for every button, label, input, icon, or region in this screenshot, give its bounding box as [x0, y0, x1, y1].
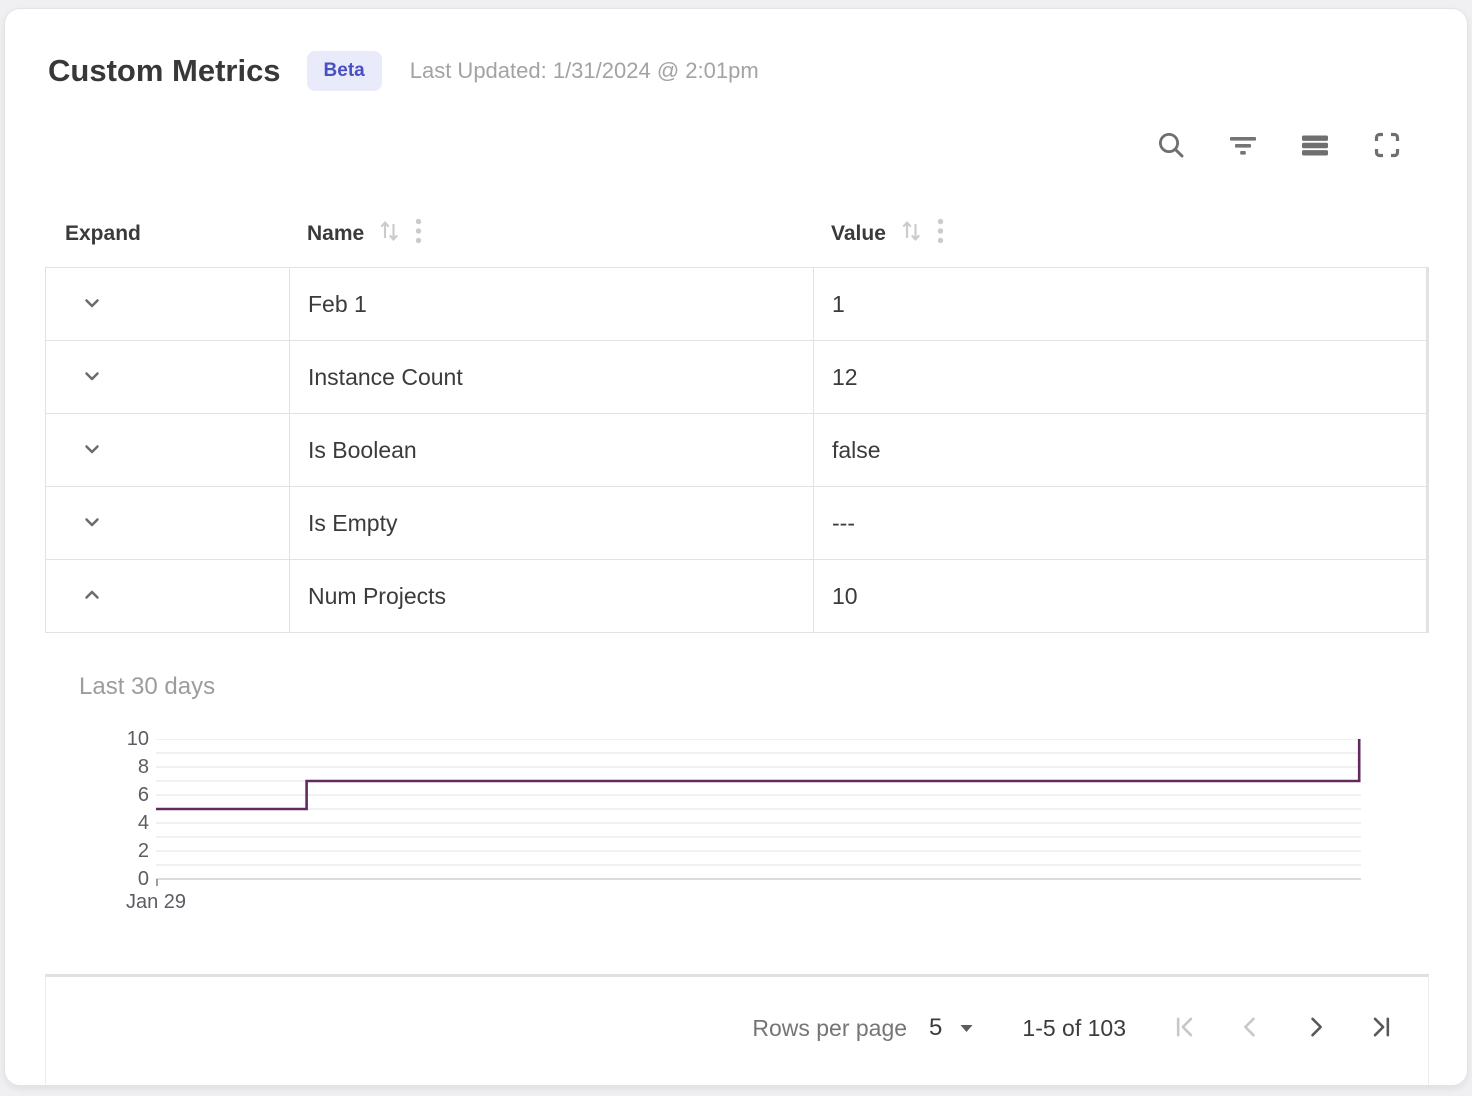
rows-per-page-label: Rows per page — [752, 1014, 908, 1041]
chevron-down-icon — [79, 290, 105, 319]
caret-down-icon — [959, 1021, 974, 1036]
custom-metrics-card: Custom Metrics Beta Last Updated: 1/31/2… — [4, 8, 1468, 1086]
table-row[interactable]: Instance Count 12 — [46, 341, 1426, 414]
filter-button[interactable] — [1227, 129, 1259, 164]
column-label: Expand — [65, 222, 141, 245]
previous-page-button[interactable] — [1236, 1013, 1264, 1044]
chart-plot — [156, 738, 1361, 892]
first-page-button[interactable] — [1170, 1013, 1198, 1044]
y-axis-tick-label: 10 — [126, 728, 149, 750]
y-axis-tick-label: 0 — [137, 868, 149, 890]
y-axis-tick-label: 4 — [137, 812, 149, 834]
table-row[interactable]: Is Empty --- — [46, 487, 1426, 560]
y-axis-tick-label: 6 — [137, 784, 149, 806]
density-icon — [1299, 129, 1331, 164]
page-title: Custom Metrics — [48, 53, 281, 88]
expand-row-button[interactable] — [77, 434, 107, 467]
y-axis-tick-label: 2 — [137, 840, 149, 862]
table-header-row: Expand Name Value — [45, 201, 1429, 267]
column-header-expand: Expand — [45, 222, 289, 246]
cell-value: false — [813, 414, 1426, 486]
chevron-up-icon — [79, 582, 105, 611]
cell-value: 1 — [813, 268, 1426, 340]
chevron-down-icon — [79, 509, 105, 538]
expand-row-button[interactable] — [77, 507, 107, 540]
column-header-value[interactable]: Value — [813, 217, 1429, 251]
last-updated-text: Last Updated: 1/31/2024 @ 2:01pm — [409, 58, 759, 83]
expand-row-button[interactable] — [77, 361, 107, 394]
chevron-down-icon — [79, 363, 105, 392]
last-page-icon — [1368, 1013, 1396, 1044]
column-menu-icon[interactable] — [414, 217, 423, 251]
column-menu-icon[interactable] — [936, 217, 945, 251]
table-toolbar — [5, 129, 1467, 163]
search-icon — [1155, 129, 1187, 164]
chart-title: Last 30 days — [79, 673, 216, 700]
table-row-expanded[interactable]: Num Projects 10 — [46, 560, 1426, 633]
header: Custom Metrics Beta Last Updated: 1/31/2… — [5, 9, 1467, 91]
rows-per-page-select[interactable]: 5 — [929, 1014, 974, 1042]
cell-name: Num Projects — [289, 560, 813, 632]
first-page-icon — [1170, 1013, 1198, 1044]
expanded-row-detail: Last 30 days 10 8 6 4 2 0 Jan 29 — [5, 633, 1467, 921]
y-axis-tick-label: 8 — [137, 756, 149, 778]
sort-icon[interactable] — [898, 218, 924, 250]
density-button[interactable] — [1299, 129, 1331, 164]
cell-value: 12 — [813, 341, 1426, 413]
beta-badge: Beta — [306, 51, 382, 91]
metric-chart: 10 8 6 4 2 0 Jan 29 — [79, 728, 1467, 921]
collapse-row-button[interactable] — [77, 580, 107, 613]
rows-per-page-value: 5 — [929, 1014, 943, 1041]
chevron-right-icon — [1302, 1013, 1330, 1044]
chevron-down-icon — [79, 436, 105, 465]
column-label: Value — [831, 222, 886, 245]
expand-row-button[interactable] — [77, 288, 107, 321]
sort-icon[interactable] — [376, 218, 402, 250]
search-button[interactable] — [1155, 129, 1187, 164]
table-row[interactable]: Feb 1 1 — [46, 268, 1426, 341]
column-label: Name — [307, 222, 365, 245]
cell-name: Is Empty — [289, 487, 813, 559]
fullscreen-button[interactable] — [1371, 129, 1403, 164]
x-axis-tick-label: Jan 29 — [125, 891, 187, 913]
cell-value: 10 — [813, 560, 1426, 632]
fullscreen-icon — [1371, 129, 1403, 164]
chevron-left-icon — [1236, 1013, 1264, 1044]
cell-name: Feb 1 — [289, 268, 813, 340]
column-header-name[interactable]: Name — [289, 217, 813, 251]
pagination-footer: Rows per page 5 1-5 of 103 — [45, 974, 1429, 1085]
filter-icon — [1227, 129, 1259, 164]
metrics-table: Expand Name Value — [45, 201, 1429, 633]
table-body: Feb 1 1 Instance Count 12 — [45, 267, 1429, 633]
cell-name: Instance Count — [289, 341, 813, 413]
last-page-button[interactable] — [1368, 1013, 1396, 1044]
pagination-controls — [1170, 1013, 1396, 1044]
pagination-range-label: 1-5 of 103 — [1022, 1014, 1126, 1041]
cell-name: Is Boolean — [289, 414, 813, 486]
cell-value: --- — [813, 487, 1426, 559]
table-row[interactable]: Is Boolean false — [46, 414, 1426, 487]
next-page-button[interactable] — [1302, 1013, 1330, 1044]
